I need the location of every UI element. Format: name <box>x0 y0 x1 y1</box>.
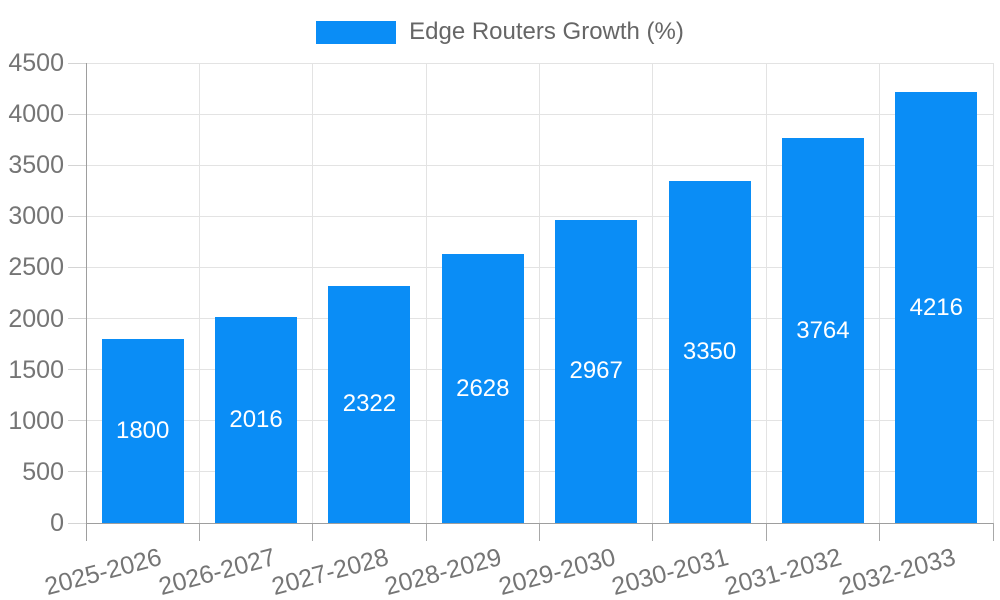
y-tick <box>68 420 86 422</box>
y-axis-line <box>85 63 87 541</box>
bar-value-label: 2628 <box>456 374 510 402</box>
y-axis-label: 0 <box>50 509 64 537</box>
bar[interactable] <box>328 285 411 523</box>
y-tick <box>68 113 86 115</box>
x-axis-label: 2029-2030 <box>495 543 619 600</box>
x-tick <box>312 523 314 541</box>
y-tick <box>68 471 86 473</box>
bar[interactable] <box>555 219 638 523</box>
x-tick <box>652 523 654 541</box>
v-gridline <box>992 63 994 523</box>
x-tick <box>198 523 200 541</box>
y-axis-label: 3500 <box>8 151 64 180</box>
v-gridline <box>879 63 881 523</box>
v-gridline <box>765 63 767 523</box>
bar-value-label: 4216 <box>909 293 963 321</box>
bar-value-label: 3350 <box>682 337 737 365</box>
bar-value-label: 2322 <box>342 390 397 418</box>
x-axis-label: 2025-2026 <box>41 543 165 600</box>
x-tick <box>539 523 540 541</box>
y-axis-label: 4500 <box>8 49 64 77</box>
v-gridline <box>198 63 200 523</box>
x-axis-line <box>86 522 993 524</box>
bar[interactable] <box>101 339 184 523</box>
y-axis-label: 1500 <box>8 355 64 384</box>
x-tick <box>765 523 767 541</box>
bar[interactable] <box>215 316 298 523</box>
bar[interactable] <box>668 180 751 523</box>
x-axis-label: 2026-2027 <box>155 543 279 600</box>
y-axis-label: 1000 <box>8 406 64 435</box>
y-tick <box>68 215 86 217</box>
x-axis-label: 2031-2032 <box>722 543 845 600</box>
x-axis-label: 2032-2033 <box>835 543 959 600</box>
y-axis-label: 3000 <box>8 202 64 231</box>
bar[interactable] <box>781 138 864 523</box>
v-gridline <box>425 63 427 523</box>
bar-value-label: 2016 <box>229 405 283 433</box>
v-gridline <box>539 63 540 523</box>
y-axis-label: 2000 <box>8 304 64 333</box>
v-gridline <box>652 63 654 523</box>
x-axis-label: 2028-2029 <box>382 543 505 600</box>
y-tick <box>68 522 86 524</box>
y-tick <box>68 266 86 268</box>
x-axis-label: 2027-2028 <box>268 543 392 600</box>
bar-value-label: 2967 <box>569 357 623 385</box>
y-tick <box>68 318 86 320</box>
x-axis-label: 2030-2031 <box>608 543 732 600</box>
chart-legend[interactable]: Edge Routers Growth (%) <box>0 18 1000 46</box>
legend-swatch <box>316 20 397 44</box>
y-tick <box>68 369 86 371</box>
bar[interactable] <box>441 254 524 523</box>
y-axis-label: 2500 <box>8 253 64 282</box>
legend-label: Edge Routers Growth (%) <box>409 18 684 45</box>
bar-value-label: 3764 <box>796 316 850 344</box>
x-tick <box>879 523 881 541</box>
y-tick <box>68 164 86 166</box>
y-tick <box>68 62 86 64</box>
y-axis-label: 500 <box>22 457 64 486</box>
x-tick <box>425 523 427 541</box>
v-gridline <box>312 63 314 523</box>
bar-value-label: 1800 <box>115 417 170 444</box>
y-axis-label: 4000 <box>8 100 64 129</box>
x-tick <box>992 523 994 541</box>
bar[interactable] <box>895 92 978 523</box>
